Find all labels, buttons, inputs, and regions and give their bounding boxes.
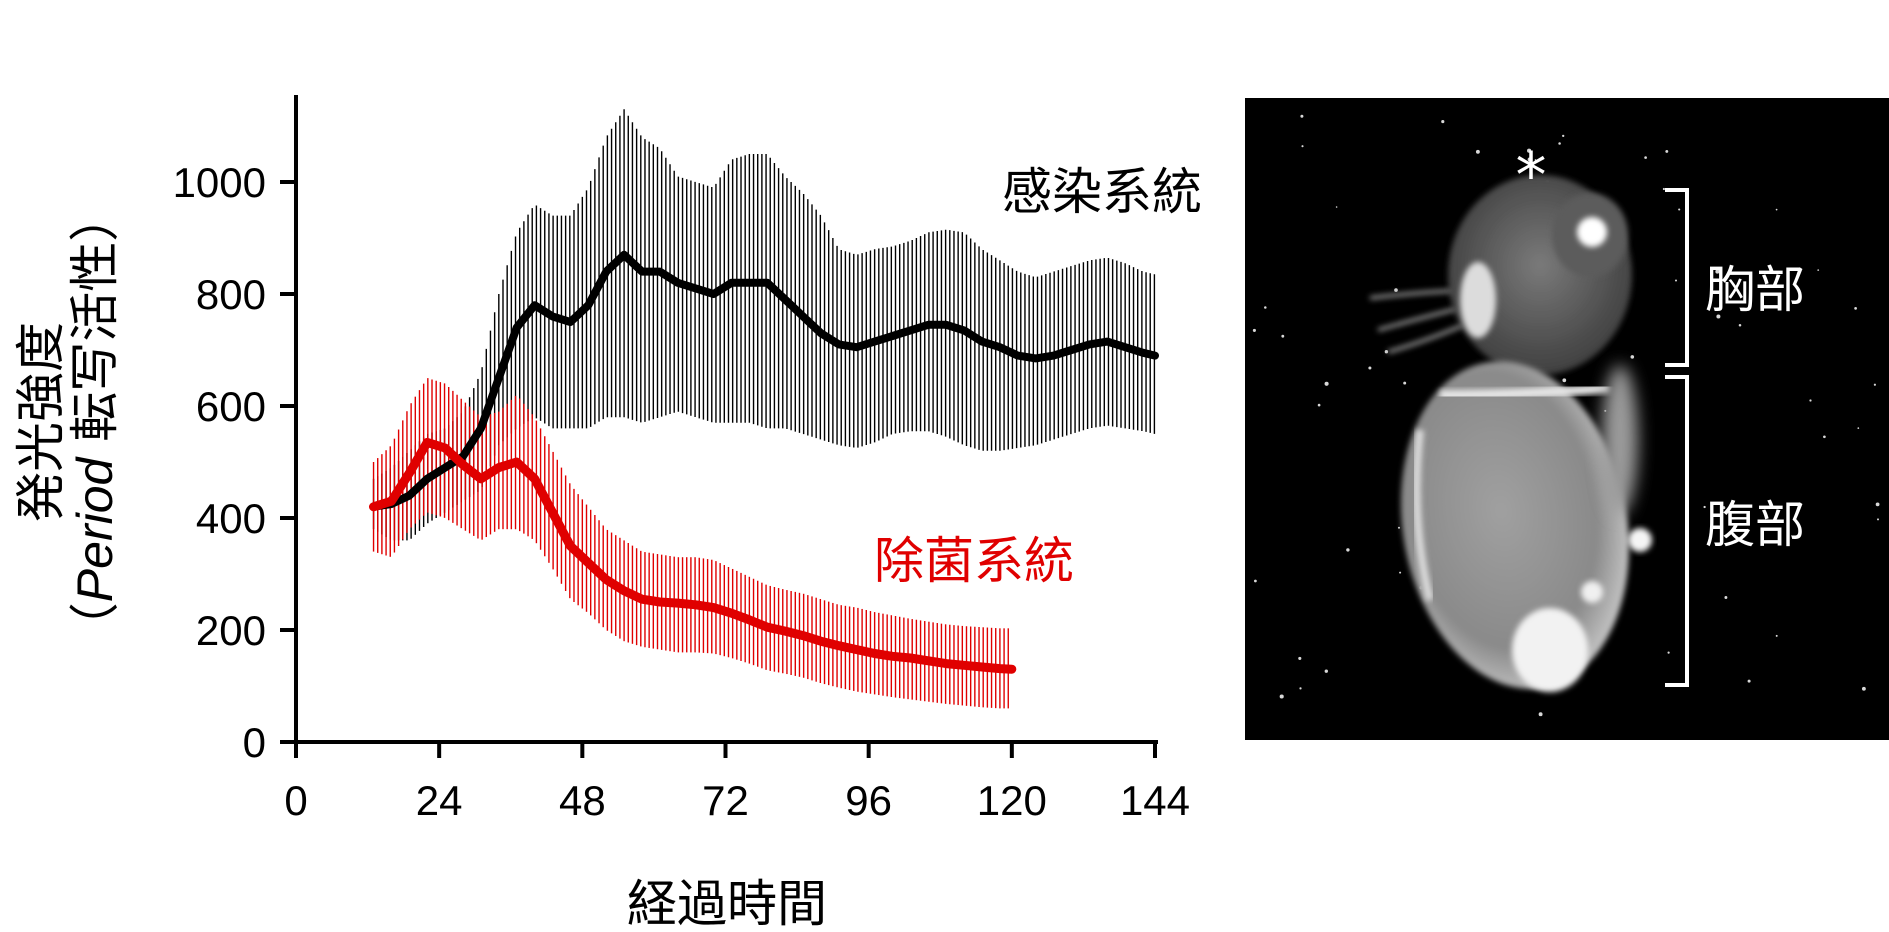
photo-speck: [1630, 355, 1635, 359]
photo-speck: [1724, 596, 1728, 599]
x-tick-label-24: 24: [416, 777, 463, 824]
photo-speck: [1662, 187, 1665, 191]
photo-speck: [1823, 435, 1826, 439]
photo-speck: [1674, 279, 1678, 282]
photo-speck: [1873, 383, 1876, 386]
series-line-infected: [369, 250, 1159, 511]
photo-speck: [1335, 206, 1338, 208]
photo-speck: [1562, 134, 1565, 138]
series-label-infected: 感染系統: [1002, 163, 1202, 221]
x-axis-title: 経過時間: [627, 875, 827, 932]
photo-speck: [1397, 526, 1401, 529]
photo-speck: [1475, 149, 1480, 154]
y-tick-label-1000: 1000: [173, 159, 266, 206]
photo-speck: [1281, 334, 1285, 338]
photo-speck: [1715, 269, 1720, 274]
photo-speck: [1775, 634, 1778, 637]
photo-speck: [1279, 694, 1284, 699]
asterisk-marker: *: [1516, 139, 1547, 212]
photo-speck: [1346, 548, 1350, 552]
photo-speck: [1399, 571, 1402, 574]
region-label-abdomen: 腹部: [1705, 496, 1805, 554]
photo-speck: [1527, 157, 1532, 162]
y-axis-title-2: （Period 転写活性）: [66, 192, 124, 652]
photo-speck: [1644, 156, 1647, 159]
photo-speck: [1562, 378, 1567, 383]
insect-image: [1369, 175, 1652, 692]
x-tick-label-0: 0: [284, 777, 307, 824]
photo-speck: [1817, 269, 1820, 271]
photo-speck: [1667, 651, 1670, 654]
photo-speck: [1678, 208, 1681, 211]
chart: 0 200 400 600 800 1000 0 24 48 72 96 120 144 経過時間 発…: [12, 95, 1202, 932]
photo-speck: [1527, 148, 1532, 153]
x-ticks: 0 24 48 72 96 120 144: [284, 742, 1190, 824]
photo-speck: [1324, 381, 1329, 386]
y-tick-label-600: 600: [196, 383, 266, 430]
y-axis-title-open: （: [66, 602, 124, 652]
photo-speck: [1300, 114, 1304, 118]
y-tick-label-400: 400: [196, 495, 266, 542]
x-tick-label-96: 96: [845, 777, 892, 824]
photo-speck: [1722, 506, 1726, 510]
series-line-sterile: [369, 437, 1017, 674]
photo-speck: [1716, 314, 1721, 319]
photo-speck: [1875, 502, 1880, 507]
photo-speck: [1703, 505, 1706, 509]
region-label-thorax: 胸部: [1705, 261, 1805, 319]
y-tick-label-0: 0: [243, 719, 266, 766]
photo-speck: [1854, 307, 1857, 310]
photo-speck: [1775, 208, 1778, 211]
photo-speck: [1394, 288, 1398, 292]
photo-speck: [1301, 145, 1304, 148]
photo-speck: [1877, 518, 1879, 521]
y-ticks: 0 200 400 600 800 1000: [173, 159, 296, 766]
photo-speck: [1665, 149, 1669, 153]
photo-speck: [1317, 403, 1321, 407]
photo-speck: [1252, 328, 1256, 332]
photo-speck: [1857, 427, 1860, 429]
x-tick-label-48: 48: [559, 777, 606, 824]
y-axis-title-line1: 発光強度: [12, 322, 70, 522]
photo-speck: [1368, 366, 1372, 370]
photo-speck: [1809, 399, 1812, 402]
series-label-sterile: 除菌系統: [874, 532, 1074, 590]
bracket-abdomen: [1665, 375, 1689, 687]
y-tick-label-800: 800: [196, 271, 266, 318]
y-tick-label-200: 200: [196, 607, 266, 654]
y-axis-title-italic: Period: [67, 455, 123, 602]
photo-speck: [1738, 324, 1742, 327]
photo-speck: [1538, 712, 1543, 717]
x-tick-label-72: 72: [702, 777, 749, 824]
photo-speck: [1298, 656, 1302, 660]
photo-speck: [1324, 669, 1328, 673]
y-axis-title-rest: 転写活性）: [66, 192, 124, 458]
photo-panel: * 胸部 腹部: [1245, 98, 1889, 740]
y-axis-title: 発光強度: [12, 322, 70, 522]
x-tick-label-120: 120: [977, 777, 1047, 824]
photo-speck: [1254, 579, 1257, 583]
photo-speck: [1384, 350, 1389, 354]
photo-speck: [1264, 306, 1267, 309]
photo-speck: [1403, 381, 1407, 385]
photo-speck: [1861, 686, 1866, 691]
photo-speck: [1558, 142, 1561, 145]
bracket-thorax: [1665, 188, 1689, 367]
photo-speck: [1747, 679, 1751, 683]
photo-speck: [1299, 687, 1302, 690]
photo-speck: [1441, 120, 1445, 124]
x-tick-label-144: 144: [1120, 777, 1190, 824]
photo-speck: [1534, 159, 1537, 161]
